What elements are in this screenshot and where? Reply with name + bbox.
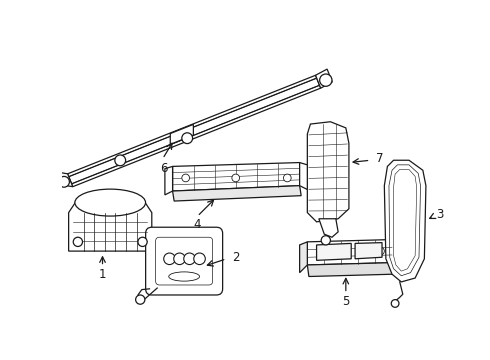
Text: 1: 1 [99,268,106,281]
Polygon shape [384,160,426,282]
Polygon shape [172,163,300,191]
Polygon shape [165,166,172,195]
Circle shape [232,174,240,182]
Circle shape [184,253,196,265]
Polygon shape [172,186,301,201]
Circle shape [377,247,384,255]
Circle shape [194,253,205,265]
Polygon shape [300,242,307,273]
Polygon shape [319,219,338,237]
Text: 2: 2 [232,251,240,264]
Polygon shape [316,69,332,88]
Polygon shape [69,78,319,184]
Circle shape [136,295,145,304]
Text: 3: 3 [436,208,443,221]
Polygon shape [171,125,194,144]
Polygon shape [307,239,392,265]
Ellipse shape [169,272,199,281]
Polygon shape [58,172,73,187]
FancyBboxPatch shape [156,237,213,285]
Circle shape [317,249,324,256]
Text: 5: 5 [342,294,349,308]
FancyBboxPatch shape [146,227,222,295]
Circle shape [164,253,175,265]
Circle shape [138,237,147,247]
Polygon shape [300,163,307,189]
Text: 6: 6 [160,162,168,175]
Ellipse shape [75,189,146,216]
Circle shape [59,176,70,187]
Circle shape [283,174,291,182]
Text: 7: 7 [376,152,383,165]
Circle shape [182,133,193,144]
Circle shape [321,236,330,245]
Polygon shape [68,75,320,187]
Circle shape [319,74,332,86]
Polygon shape [307,122,349,222]
Polygon shape [307,263,393,276]
Text: 4: 4 [194,218,201,231]
Circle shape [73,237,82,247]
Circle shape [391,300,399,307]
Circle shape [115,155,125,166]
Circle shape [174,253,185,265]
Polygon shape [317,243,351,260]
Polygon shape [69,201,152,251]
Polygon shape [355,243,382,259]
Circle shape [182,174,190,182]
